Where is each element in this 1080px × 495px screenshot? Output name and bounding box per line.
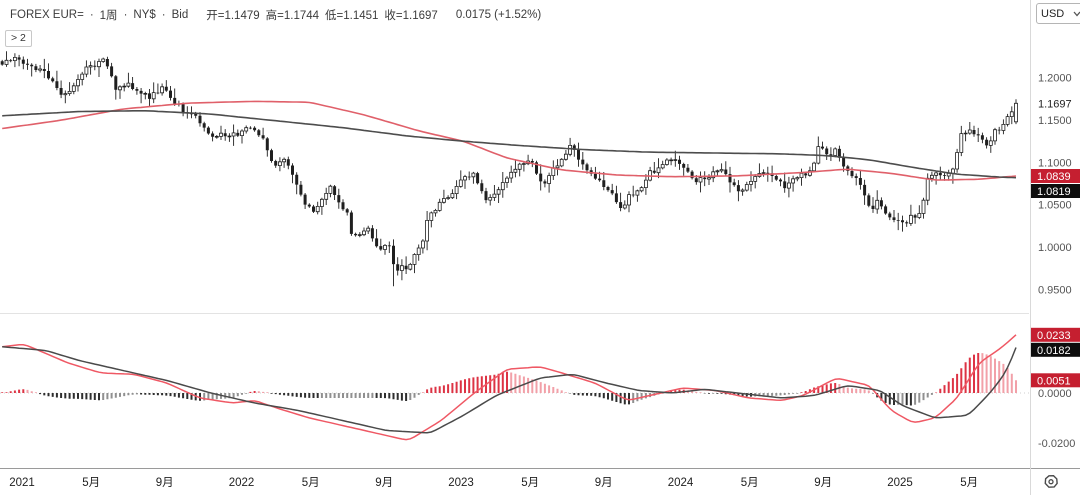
ma-black-line <box>2 110 1017 179</box>
macd-signal-badge-bg <box>1031 342 1080 357</box>
panel-restore-button[interactable]: > 2 <box>5 30 32 47</box>
x-axis-label: 9月 <box>814 477 832 489</box>
low-value: 低=1.1451 <box>325 10 379 22</box>
gear-icon[interactable] <box>1042 473 1060 491</box>
venue-label: NY$ <box>133 9 156 21</box>
macd-hist-badge-bg <box>1031 373 1080 388</box>
price-axis-tick: 1.0000 <box>1038 242 1072 254</box>
macd-value-badge-bg <box>1031 327 1080 342</box>
x-axis-label: 2022 <box>229 477 255 489</box>
last-price-label: 1.1697 <box>1038 98 1072 110</box>
macd-value-badge: 0.0233 <box>1037 330 1071 342</box>
ma-value-badge: 1.0839 <box>1037 171 1071 183</box>
candle-wicks <box>1 51 1017 287</box>
change-value: 0.0175 (+1.52%) <box>455 9 542 21</box>
open-value: 开=1.1479 <box>206 10 260 22</box>
candles-down <box>0 57 1001 271</box>
macd-hist-positive-fading <box>26 353 1017 393</box>
side-label: Bid <box>171 9 189 21</box>
macd-hist-badge: 0.0051 <box>1037 375 1071 387</box>
ma-red-line <box>2 100 1017 181</box>
symbol-label: FOREX EUR= <box>10 9 84 21</box>
macd-hist-positive <box>1 353 980 393</box>
x-axis-label: 2024 <box>668 477 694 489</box>
ma-value-badge-bg <box>1031 184 1080 198</box>
separator-dot: · <box>123 9 128 21</box>
candles-up <box>4 57 1018 271</box>
separator-dot: · <box>89 9 94 21</box>
macd-hist-negative-fading <box>102 393 933 405</box>
x-axis-label: 9月 <box>595 477 613 489</box>
macd-signal-badge: 0.0182 <box>1037 345 1071 357</box>
interval-label: 1周 <box>99 10 118 22</box>
price-axis-tick: 1.1500 <box>1038 115 1072 127</box>
price-axis-tick: 1.0500 <box>1038 200 1072 212</box>
separator-dot: · <box>161 9 166 21</box>
x-axis-label: 2023 <box>448 477 474 489</box>
price-axis-tick: 0.9500 <box>1038 284 1072 296</box>
high-value: 高=1.1744 <box>265 10 320 22</box>
x-axis-label: 2021 <box>9 477 35 489</box>
x-axis-label: 5月 <box>82 477 100 489</box>
macd-axis-tick: -0.0200 <box>1038 438 1075 450</box>
macd-axis-tick: 0.0000 <box>1038 388 1072 400</box>
x-axis-label: 5月 <box>741 477 759 489</box>
price-axis-tick: 1.1000 <box>1038 157 1072 169</box>
x-axis-label: 2025 <box>887 477 913 489</box>
currency-dropdown-value: USD <box>1041 7 1065 20</box>
chart-header: FOREX EUR= · 1周 · NY$ · Bid 开=1.1479 高=1… <box>10 6 547 24</box>
close-value: 收=1.1697 <box>384 10 438 22</box>
chevron-down-icon <box>1073 11 1080 16</box>
x-axis-label: 5月 <box>302 477 320 489</box>
x-axis-label: 9月 <box>156 477 174 489</box>
ma-value-badge: 1.0819 <box>1037 186 1071 198</box>
ma-value-badge-bg <box>1031 169 1080 183</box>
x-axis-label: 9月 <box>375 477 393 489</box>
macd-signal-line <box>2 346 1017 434</box>
x-axis-label: 5月 <box>521 477 539 489</box>
macd-line <box>2 334 1017 441</box>
x-axis-label: 5月 <box>960 477 978 489</box>
currency-dropdown[interactable]: USD <box>1036 3 1080 24</box>
price-axis-tick: 1.2000 <box>1038 73 1072 85</box>
